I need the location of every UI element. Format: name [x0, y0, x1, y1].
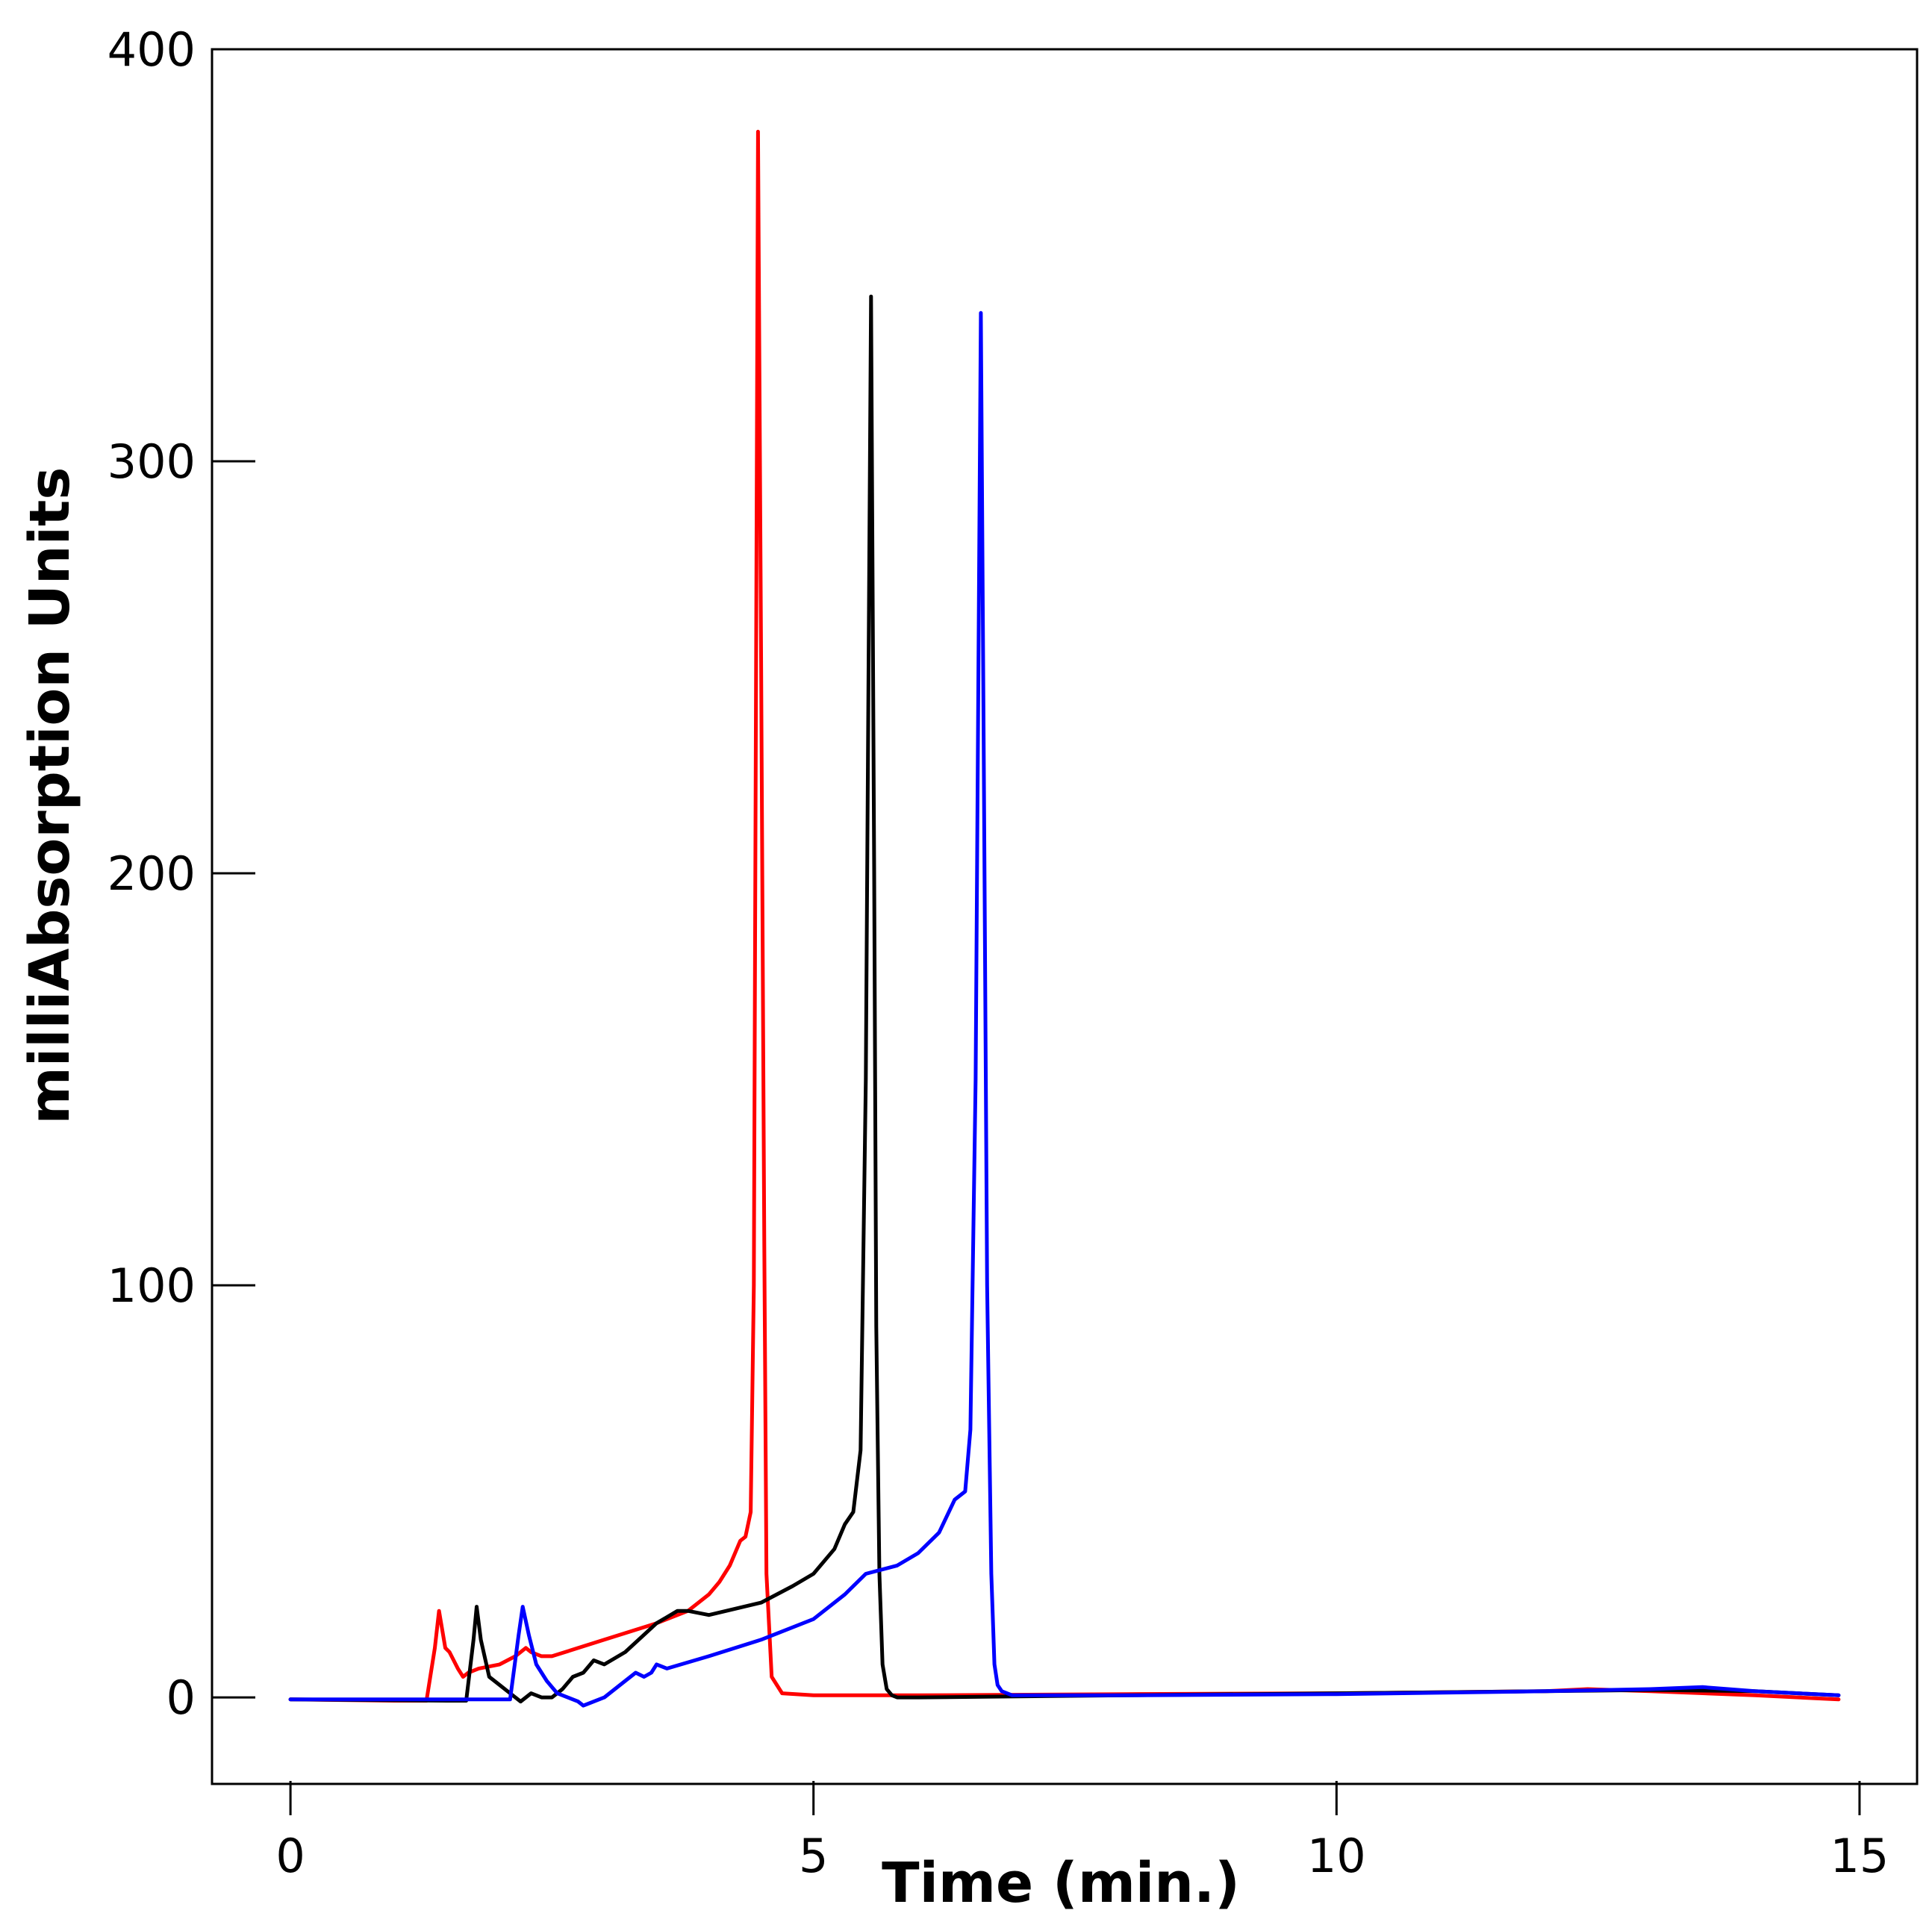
x-tick-label: 15: [1830, 1829, 1889, 1883]
y-tick-label: 400: [107, 22, 196, 77]
y-axis-title: milliAbsorption Units: [18, 467, 82, 1125]
x-axis-title: Time (min.): [882, 1851, 1240, 1915]
plot-area-frame: [211, 48, 1919, 1785]
y-tick-label: 100: [107, 1258, 196, 1313]
series-line-2: [288, 294, 1841, 1704]
series-line-1: [288, 129, 1841, 1703]
y-tick-label: 200: [107, 846, 196, 901]
x-tick-label: 0: [275, 1829, 305, 1883]
y-tick-label: 0: [166, 1670, 196, 1725]
x-tick-label: 5: [799, 1829, 828, 1883]
x-tick-label: 10: [1307, 1829, 1366, 1883]
series-line-3: [288, 311, 1841, 1708]
y-tick-label: 300: [107, 434, 196, 489]
